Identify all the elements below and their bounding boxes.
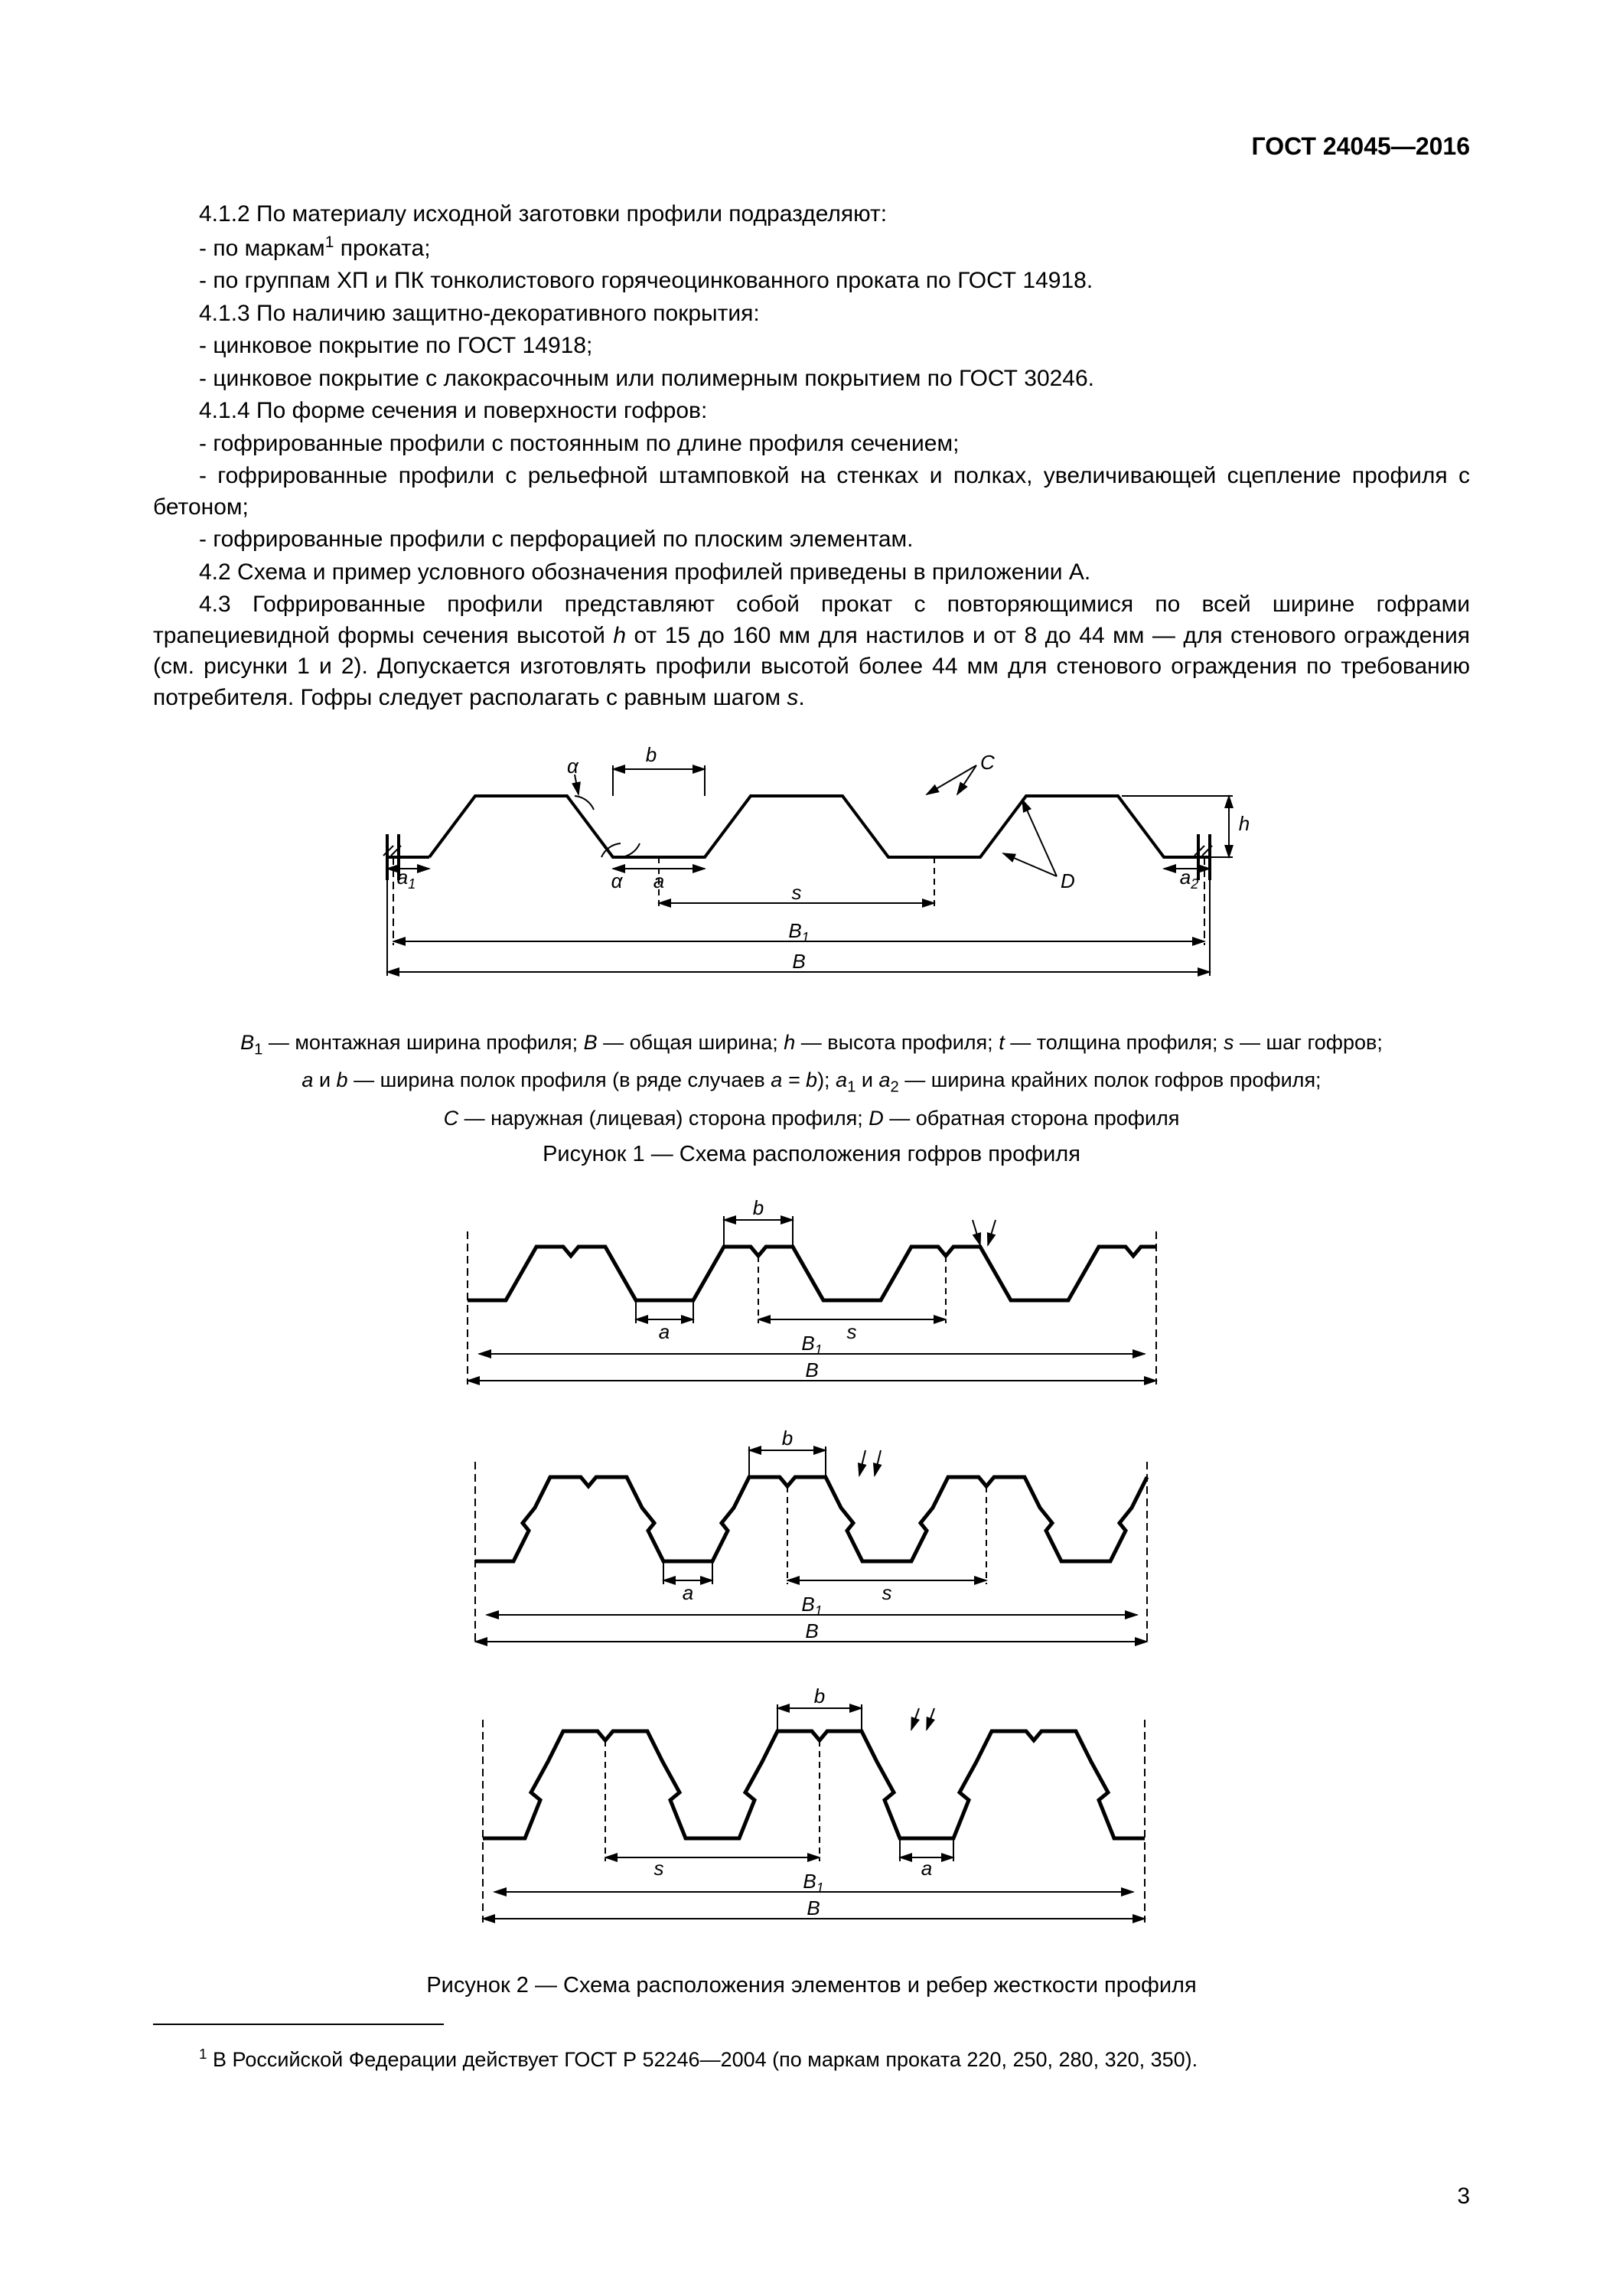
- t: — общая ширина;: [598, 1031, 784, 1054]
- t: — ширина полок профиля (в ряде случаев: [348, 1068, 771, 1091]
- lbl-b: b: [781, 1427, 792, 1450]
- t: h: [784, 1031, 795, 1054]
- bullet: - гофрированные профили с перфорацией по…: [153, 524, 1470, 556]
- lbl-b: b: [645, 743, 656, 766]
- bullet: - гофрированные профили с рельефной штам…: [153, 461, 1470, 523]
- lbl-B: B: [805, 1358, 818, 1381]
- lbl-B: B: [805, 1619, 818, 1642]
- lbl-a: a: [658, 1320, 669, 1343]
- t: a: [878, 1068, 890, 1091]
- text: проката;: [334, 236, 430, 261]
- t: t: [999, 1031, 1005, 1054]
- t: — наружная (лицевая) сторона профиля;: [458, 1107, 869, 1130]
- figure-2-title: Рисунок 2 — Схема расположения элементов…: [153, 1971, 1470, 2001]
- figure-1-legend-2: a и b — ширина полок профиля (в ряде слу…: [153, 1066, 1470, 1098]
- section-4-1-4: 4.1.4 По форме сечения и поверхности гоф…: [153, 396, 1470, 427]
- footnote-text: В Российской Федерации действует ГОСТ Р …: [207, 2048, 1198, 2071]
- lbl-B1: B1: [803, 1870, 823, 1896]
- t: C: [444, 1107, 459, 1130]
- figure-1-legend-3: C — наружная (лицевая) сторона профиля; …: [153, 1104, 1470, 1132]
- lbl-a1: a1: [396, 866, 415, 892]
- body-text: 4.1.2 По материалу исходной заготовки пр…: [153, 199, 1470, 2073]
- figure-1: α α b a C D a1 a2 h: [153, 727, 1470, 1012]
- lbl-C: C: [980, 751, 995, 774]
- t: a: [836, 1068, 847, 1091]
- t: D: [869, 1107, 884, 1130]
- t: и: [313, 1068, 336, 1091]
- t: B: [584, 1031, 598, 1054]
- page-number: 3: [1457, 2181, 1470, 2213]
- text: - по маркам: [199, 236, 325, 261]
- lbl-s: s: [846, 1320, 856, 1343]
- lbl-a2: a2: [1179, 866, 1198, 892]
- bullet: - по маркам1 проката;: [153, 232, 1470, 265]
- lbl-a: a: [921, 1857, 931, 1880]
- lbl-s: s: [653, 1857, 663, 1880]
- figure-1-title: Рисунок 1 — Схема расположения гофров пр…: [153, 1140, 1470, 1169]
- lbl-D: D: [1061, 869, 1075, 892]
- page: ГОСТ 24045—2016 4.1.2 По материалу исход…: [0, 0, 1623, 2296]
- var-s: s: [787, 685, 798, 710]
- footnote-marker: 1: [199, 2047, 207, 2063]
- t: );: [817, 1068, 836, 1091]
- t: b: [337, 1068, 348, 1091]
- lbl-B: B: [792, 950, 805, 973]
- figure-2: b a s: [153, 1186, 1470, 1955]
- t: B: [240, 1031, 254, 1054]
- text: .: [798, 685, 804, 710]
- t: a = b: [771, 1068, 817, 1091]
- lbl-alpha: α: [567, 755, 579, 778]
- lbl-B1: B1: [801, 1593, 822, 1619]
- lbl-B1: B1: [788, 919, 809, 945]
- lbl-alpha2: α: [611, 869, 623, 892]
- footnote-1: 1 В Российской Федерации действует ГОСТ …: [153, 2046, 1470, 2073]
- footnote-ref: 1: [325, 233, 334, 251]
- bullet: - цинковое покрытие по ГОСТ 14918;: [153, 331, 1470, 362]
- section-4-1-3: 4.1.3 По наличию защитно-декоративного п…: [153, 298, 1470, 330]
- lbl-b: b: [813, 1684, 824, 1707]
- bullet: - цинковое покрытие с лакокрасочным или …: [153, 364, 1470, 395]
- t: — высота профиля;: [795, 1031, 999, 1054]
- bullet: - гофрированные профили с постоянным по …: [153, 429, 1470, 460]
- figure-1-svg: α α b a C D a1 a2 h: [314, 727, 1309, 1003]
- t: — ширина крайних полок гофров профиля;: [899, 1068, 1322, 1091]
- section-4-1-2: 4.1.2 По материалу исходной заготовки пр…: [153, 199, 1470, 230]
- t: s: [1224, 1031, 1234, 1054]
- figure-2b-svg: b a s: [391, 1416, 1233, 1668]
- t: — шаг гофров;: [1234, 1031, 1383, 1054]
- figure-1-legend-1: B1 — монтажная ширина профиля; B — общая…: [153, 1029, 1470, 1061]
- bullet: - по группам ХП и ПК тонколистового горя…: [153, 266, 1470, 297]
- t: a: [301, 1068, 313, 1091]
- lbl-h: h: [1238, 812, 1249, 835]
- footnote-rule: [153, 2024, 444, 2025]
- lbl-a: a: [682, 1581, 693, 1604]
- lbl-s: s: [791, 881, 801, 904]
- section-4-3: 4.3 Гофрированные профили представляют с…: [153, 589, 1470, 713]
- lbl-B: B: [807, 1896, 820, 1919]
- t: — толщина профиля;: [1005, 1031, 1224, 1054]
- lbl-b: b: [752, 1196, 763, 1219]
- lbl-B1: B1: [801, 1332, 822, 1358]
- section-4-2: 4.2 Схема и пример условного обозначения…: [153, 557, 1470, 589]
- t: — обратная сторона профиля: [884, 1107, 1180, 1130]
- figure-2a-svg: b a s: [391, 1186, 1233, 1407]
- doc-header: ГОСТ 24045—2016: [1251, 130, 1470, 163]
- figure-2c-svg: b s a: [391, 1678, 1233, 1945]
- t: и: [855, 1068, 878, 1091]
- t: — монтажная ширина профиля;: [262, 1031, 583, 1054]
- var-h: h: [613, 623, 626, 648]
- lbl-s: s: [882, 1581, 891, 1604]
